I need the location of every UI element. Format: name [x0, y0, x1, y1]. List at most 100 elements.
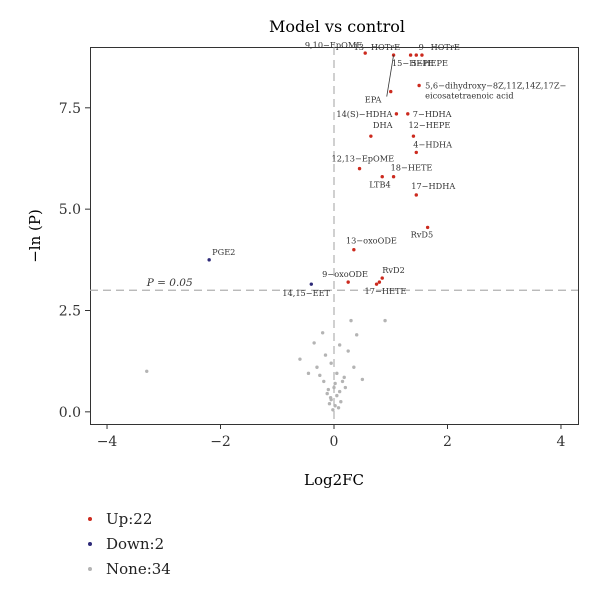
data-point-up — [420, 53, 424, 57]
point-label: PGE2 — [212, 247, 235, 257]
data-point-none — [346, 349, 350, 353]
legend-marker — [88, 516, 92, 521]
data-point-none — [331, 408, 335, 412]
data-point-up — [363, 51, 367, 55]
data-point-up — [394, 112, 399, 116]
point-label: 12,13−EpOME — [332, 154, 395, 164]
point-label: 14,15−EET — [282, 288, 330, 298]
data-point-none — [333, 404, 337, 408]
data-point-up — [369, 134, 373, 138]
leader-line — [386, 55, 394, 97]
data-point-none — [342, 375, 346, 380]
data-point-none — [336, 406, 341, 410]
data-point-up — [389, 89, 393, 94]
data-point-none — [337, 389, 342, 394]
x-tick-label: 4 — [557, 434, 566, 450]
point-label: 13−oxoODE — [346, 236, 397, 246]
y-tick-label: 0.0 — [59, 405, 81, 421]
point-label: 17−HDHA — [411, 181, 455, 191]
data-point-none — [306, 371, 311, 376]
data-point-none — [327, 402, 332, 406]
data-point-up — [352, 247, 356, 252]
legend-item-down: Down:2 — [88, 531, 171, 556]
data-point-none — [332, 385, 336, 390]
point-label: 9−oxoODE — [322, 269, 368, 279]
chart-title: Model vs control — [269, 17, 405, 36]
x-axis-label: Log2FC — [304, 471, 364, 489]
y-tick-label: 2.5 — [59, 303, 81, 319]
data-point-up — [380, 276, 384, 280]
legend-label: Up:22 — [106, 509, 153, 528]
data-point-none — [343, 385, 348, 390]
x-tick-label: 0 — [330, 434, 339, 450]
y-tick-label: 5.0 — [59, 202, 81, 218]
data-point-none — [298, 357, 302, 361]
x-tick-label: 2 — [443, 434, 452, 450]
data-point-up — [406, 112, 410, 116]
data-point-up — [380, 175, 384, 179]
y-axis-label: −ln (P) — [26, 209, 44, 263]
point-label: 15−HEPE — [392, 58, 434, 68]
point-label: 5,6−dihydroxy−8Z,11Z,14Z,17Z− eicosatetra… — [425, 81, 566, 101]
point-label: LTB4 — [369, 180, 390, 190]
data-point-down — [207, 258, 211, 262]
data-point-up — [377, 280, 382, 284]
legend-marker — [88, 566, 92, 571]
data-point-up — [408, 53, 413, 57]
data-point-up — [414, 193, 418, 197]
data-point-up — [425, 225, 430, 230]
data-point-none — [145, 369, 149, 374]
point-label: 4−HDHA — [413, 139, 452, 149]
data-point-none — [328, 395, 333, 400]
point-label: 17−HETE — [365, 286, 407, 296]
data-point-up — [414, 53, 418, 57]
data-point-none — [312, 341, 316, 345]
legend-item-none: None:34 — [88, 556, 171, 581]
point-label: EPA — [365, 95, 382, 105]
data-point-none — [335, 393, 339, 398]
data-point-none — [337, 343, 342, 347]
data-point-none — [340, 379, 345, 384]
data-point-none — [360, 377, 365, 382]
data-point-up — [391, 175, 396, 179]
data-point-up — [374, 282, 379, 286]
data-point-none — [315, 365, 319, 369]
point-label: 12−HEPE — [408, 120, 450, 130]
x-tick-label: −4 — [97, 434, 118, 450]
point-label: DHA — [373, 120, 393, 130]
point-label: 9,10−EpOME — [305, 40, 362, 50]
point-label: 13−HOTrE — [354, 42, 401, 52]
data-point-up — [346, 280, 350, 284]
data-point-none — [325, 391, 329, 396]
data-point-none — [335, 371, 339, 376]
point-label: RvD2 — [382, 265, 405, 275]
data-point-none — [322, 379, 326, 384]
legend-item-up: Up:22 — [88, 506, 171, 531]
data-point-none — [354, 333, 359, 337]
y-tick-label: 7.5 — [59, 101, 81, 117]
data-point-none — [333, 381, 337, 386]
data-point-down — [309, 282, 314, 286]
data-point-none — [318, 373, 322, 378]
x-tick-label: −2 — [210, 434, 231, 450]
point-label: 14(S)−HDHA — [336, 109, 392, 119]
legend-label: None:34 — [106, 559, 171, 578]
data-point-none — [339, 400, 343, 404]
data-point-none — [326, 387, 331, 392]
point-label: 18−HETE — [391, 163, 433, 173]
data-point-up — [414, 150, 418, 155]
data-point-none — [383, 318, 387, 323]
point-label: RvD5 — [411, 229, 434, 239]
point-label: 5−HEPE — [411, 58, 448, 68]
legend: Up:22 Down:2 None:34 — [88, 506, 171, 581]
data-point-none — [349, 318, 353, 323]
threshold-label: P = 0.05 — [146, 277, 193, 289]
data-point-none — [329, 361, 333, 365]
data-point-none — [320, 331, 325, 335]
data-point-none — [352, 365, 356, 369]
data-point-up — [417, 83, 421, 88]
legend-label: Down:2 — [106, 534, 165, 553]
point-label: 9−HOTrE — [419, 42, 460, 52]
point-label: 7−HDHA — [413, 109, 452, 119]
